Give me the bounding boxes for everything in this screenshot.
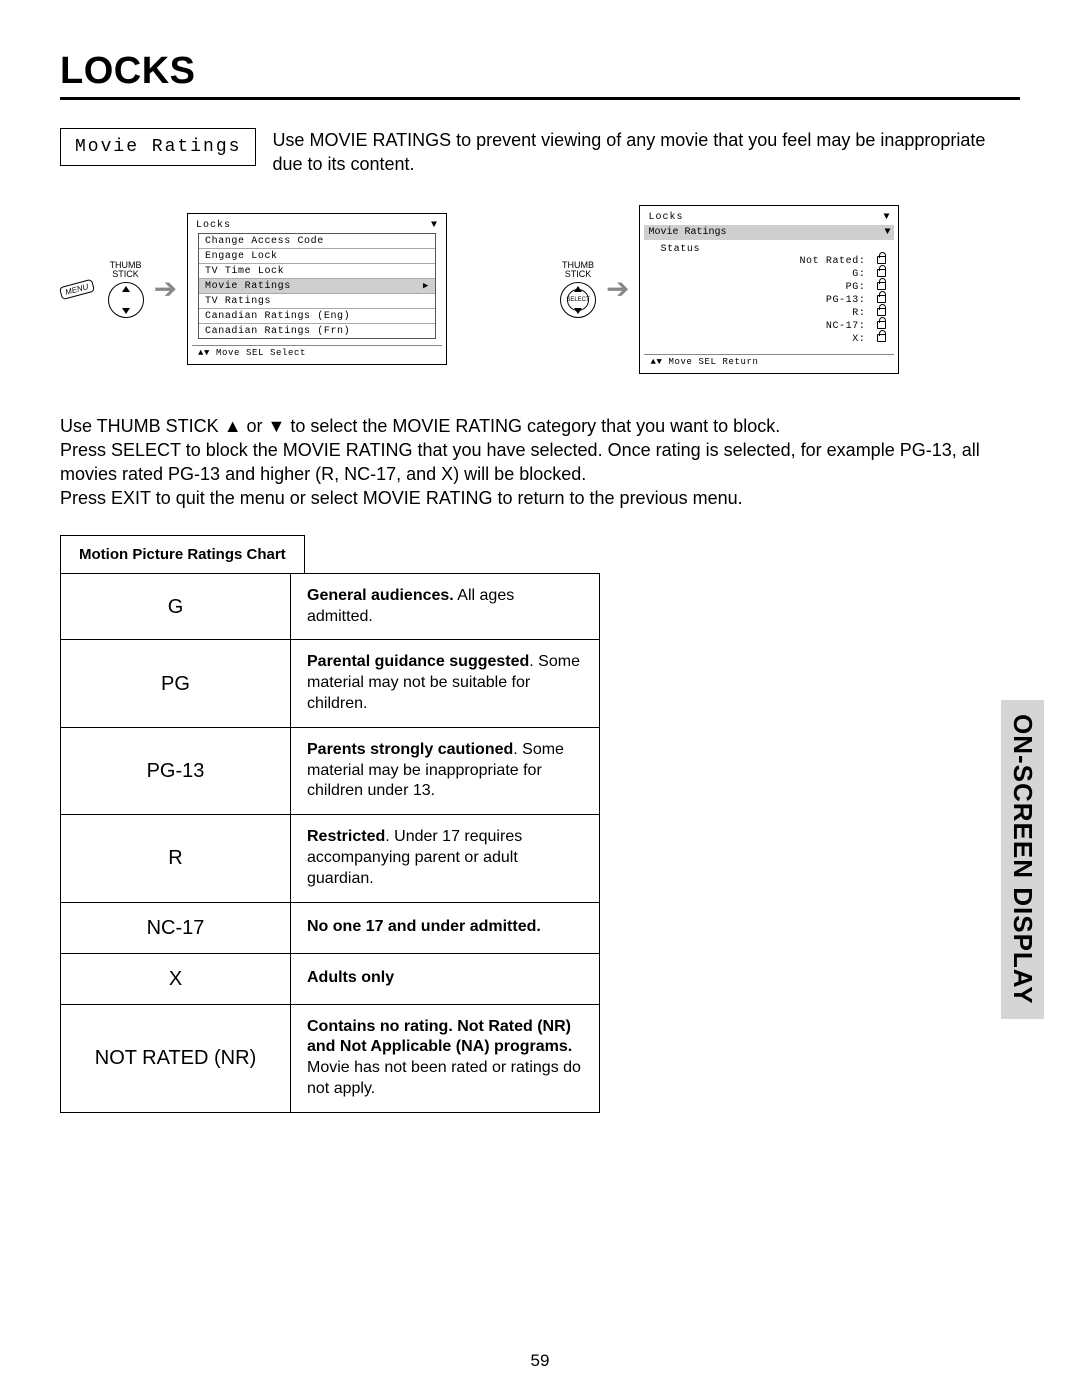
screen-group-menu: MENU THUMB STICK ➔ Locks ▼ Change Access … [60, 213, 520, 365]
osd2-status-row: R: [660, 307, 886, 320]
lock-icon [877, 256, 886, 264]
screen-group-select: THUMB STICK SELECT ➔ Locks ▼ Movie Rating… [560, 205, 1020, 374]
osd2-status-row: NC-17: [660, 320, 886, 333]
osd1-item: TV Ratings [199, 294, 435, 309]
thumb-label: THUMB STICK [110, 261, 142, 280]
osd1-item: TV Time Lock [199, 264, 435, 279]
osd1-item: Movie Ratings ▶ [199, 279, 435, 294]
osd1-item: Canadian Ratings (Eng) [199, 309, 435, 324]
arrow-right-icon: ➔ [606, 275, 629, 303]
lock-icon [877, 282, 886, 290]
osd1-item-label: Change Access Code [205, 236, 324, 247]
rating-code-cell: PG-13 [61, 727, 291, 814]
osd2-status-row: PG: [660, 281, 886, 294]
rating-desc-cell: Adults only [291, 953, 600, 1004]
osd-screens-row: MENU THUMB STICK ➔ Locks ▼ Change Access … [60, 205, 1020, 374]
page-title: LOCKS [60, 50, 1020, 100]
osd1-item: Change Access Code [199, 234, 435, 249]
lock-icon [877, 334, 886, 342]
thumb-stick-control: THUMB STICK [108, 261, 144, 318]
select-dial-icon: SELECT [560, 282, 596, 318]
osd2-status-label: NC-17: [797, 321, 865, 332]
osd2-subtitle-text: Movie Ratings [648, 227, 726, 238]
lock-icon [877, 295, 886, 303]
thumb-dial-icon [108, 282, 144, 318]
instructions-block: Use THUMB STICK ▲ or ▼ to select the MOV… [60, 414, 1020, 511]
down-triangle-icon: ▼ [883, 212, 890, 223]
table-row: PGParental guidance suggested. Some mate… [61, 640, 600, 727]
osd1-footer: ▲▼ Move SEL Select [192, 345, 442, 358]
osd2-status-label: PG: [797, 282, 865, 293]
rating-desc-cell: General audiences. All ages admitted. [291, 573, 600, 640]
osd1-title: Locks ▼ [192, 218, 442, 233]
osd-locks-menu: Locks ▼ Change Access Code Engage Lock TV T… [187, 213, 447, 365]
table-row: RRestricted. Under 17 requires accompany… [61, 815, 600, 902]
table-row: XAdults only [61, 953, 600, 1004]
osd2-status-row: Not Rated: [660, 255, 886, 268]
side-tab-label: ON-SCREEN DISPLAY [1001, 700, 1044, 1019]
rating-code-cell: G [61, 573, 291, 640]
lock-icon [877, 308, 886, 316]
osd2-status-row: PG-13: [660, 294, 886, 307]
osd2-title-text: Locks [648, 212, 683, 223]
instruction-p3: Press EXIT to quit the menu or select MO… [60, 486, 1020, 510]
rating-desc-cell: Contains no rating. Not Rated (NR) and N… [291, 1004, 600, 1112]
instruction-p1: Use THUMB STICK ▲ or ▼ to select the MOV… [60, 414, 1020, 438]
rating-desc-cell: Parents strongly cautioned. Some materia… [291, 727, 600, 814]
ratings-chart-table: GGeneral audiences. All ages admitted.PG… [60, 573, 600, 1113]
thumb-label-2: THUMB STICK [562, 261, 594, 280]
osd2-footer: ▲▼ Move SEL Return [644, 354, 894, 367]
movie-ratings-box: Movie Ratings [60, 128, 256, 166]
osd1-item-label: TV Ratings [205, 296, 271, 307]
lock-icon [877, 321, 886, 329]
osd2-status-label: Not Rated: [797, 256, 865, 267]
right-triangle-icon: ▶ [423, 281, 429, 292]
table-row: PG-13Parents strongly cautioned. Some ma… [61, 727, 600, 814]
osd1-item: Canadian Ratings (Frn) [199, 324, 435, 338]
osd1-title-text: Locks [196, 220, 231, 231]
rating-desc-cell: Restricted. Under 17 requires accompanyi… [291, 815, 600, 902]
menu-button-icon: MENU [59, 278, 95, 299]
osd2-status-label: Status [660, 244, 886, 255]
rating-desc-cell: No one 17 and under admitted. [291, 902, 600, 953]
select-label: SELECT [567, 289, 589, 311]
osd-movie-ratings: Locks ▼ Movie Ratings ▼ Status Not Rated: G… [639, 205, 899, 374]
osd2-status-label: PG-13: [797, 295, 865, 306]
down-triangle-icon: ▼ [431, 220, 438, 231]
osd2-title: Locks ▼ [644, 210, 894, 225]
osd2-subtitle: Movie Ratings ▼ [644, 225, 894, 240]
osd1-item-label: Canadian Ratings (Frn) [205, 326, 350, 337]
rating-code-cell: NC-17 [61, 902, 291, 953]
rating-code-cell: X [61, 953, 291, 1004]
page-number: 59 [531, 1351, 550, 1371]
osd1-list: Change Access Code Engage Lock TV Time Loc… [198, 233, 436, 339]
table-row: NOT RATED (NR)Contains no rating. Not Ra… [61, 1004, 600, 1112]
osd2-status-label: G: [797, 269, 865, 280]
osd1-item-label: Movie Ratings [205, 281, 291, 292]
osd2-status-row: X: [660, 333, 886, 346]
osd1-item: Engage Lock [199, 249, 435, 264]
rating-code-cell: R [61, 815, 291, 902]
osd2-status-block: Status Not Rated: G: PG: PG-13: R: NC-17: X: [644, 242, 894, 348]
rating-code-cell: PG [61, 640, 291, 727]
instruction-p2: Press SELECT to block the MOVIE RATING t… [60, 438, 1020, 487]
osd1-item-label: TV Time Lock [205, 266, 284, 277]
osd2-status-row: G: [660, 268, 886, 281]
osd2-status-label: X: [797, 334, 865, 345]
osd1-item-label: Canadian Ratings (Eng) [205, 311, 350, 322]
arrow-right-icon: ➔ [154, 275, 177, 303]
osd2-status-label: R: [797, 308, 865, 319]
intro-row: Movie Ratings Use MOVIE RATINGS to preve… [60, 128, 1020, 177]
intro-text: Use MOVIE RATINGS to prevent viewing of … [272, 128, 1020, 177]
ratings-chart-heading: Motion Picture Ratings Chart [60, 535, 305, 573]
thumb-stick-select: THUMB STICK SELECT [560, 261, 596, 318]
osd1-item-label: Engage Lock [205, 251, 278, 262]
lock-icon [877, 269, 886, 277]
table-row: NC-17No one 17 and under admitted. [61, 902, 600, 953]
table-row: GGeneral audiences. All ages admitted. [61, 573, 600, 640]
down-triangle-icon: ▼ [884, 227, 890, 238]
rating-desc-cell: Parental guidance suggested. Some materi… [291, 640, 600, 727]
rating-code-cell: NOT RATED (NR) [61, 1004, 291, 1112]
